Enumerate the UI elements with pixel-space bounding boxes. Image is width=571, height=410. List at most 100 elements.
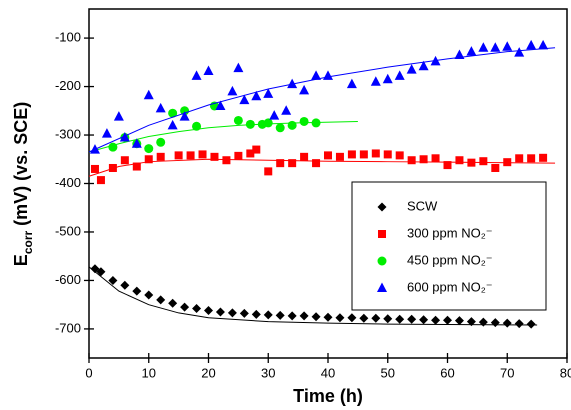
legend-marker xyxy=(377,282,387,292)
legend-marker xyxy=(377,202,387,212)
marker xyxy=(371,149,380,158)
marker xyxy=(395,151,404,160)
marker xyxy=(502,318,512,328)
marker xyxy=(431,154,440,163)
marker xyxy=(359,150,368,159)
marker xyxy=(514,47,525,57)
marker xyxy=(454,316,464,326)
marker xyxy=(466,46,477,56)
marker xyxy=(407,314,417,324)
marker xyxy=(311,118,321,128)
marker xyxy=(478,42,489,52)
marker xyxy=(370,76,381,86)
fit-line xyxy=(88,266,538,326)
marker xyxy=(131,138,142,148)
marker xyxy=(490,42,501,52)
marker xyxy=(300,152,309,161)
marker xyxy=(174,151,183,160)
marker xyxy=(503,158,512,167)
marker xyxy=(246,149,255,158)
marker xyxy=(239,94,250,105)
fit-line xyxy=(88,47,556,153)
marker xyxy=(144,144,154,154)
marker xyxy=(371,313,381,323)
marker xyxy=(96,176,105,185)
y-tick-label: -500 xyxy=(55,223,81,238)
marker xyxy=(287,311,297,321)
y-tick-label: -300 xyxy=(55,126,81,141)
marker xyxy=(186,151,195,160)
marker xyxy=(324,151,332,160)
legend-label: 450 ppm NO₂⁻ xyxy=(407,252,493,267)
marker xyxy=(276,159,285,168)
marker xyxy=(252,145,261,154)
marker xyxy=(156,295,166,305)
marker xyxy=(275,123,285,133)
marker xyxy=(347,313,357,323)
marker xyxy=(263,310,273,320)
marker xyxy=(234,151,243,160)
marker xyxy=(359,313,369,323)
marker xyxy=(335,152,344,161)
marker xyxy=(443,315,452,325)
marker xyxy=(227,85,238,96)
marker xyxy=(491,163,500,172)
y-tick-label: -600 xyxy=(55,272,81,287)
marker xyxy=(407,156,416,165)
marker xyxy=(299,311,309,321)
marker xyxy=(215,307,225,317)
marker xyxy=(245,119,255,129)
marker xyxy=(418,60,429,71)
x-tick-label: 30 xyxy=(261,365,275,380)
marker xyxy=(101,128,112,138)
x-tick-label: 20 xyxy=(201,365,215,380)
marker xyxy=(203,65,214,76)
marker xyxy=(346,78,357,89)
marker xyxy=(281,105,292,115)
x-tick-label: 50 xyxy=(381,365,395,380)
marker xyxy=(120,156,129,165)
marker xyxy=(168,298,178,308)
marker xyxy=(167,119,178,130)
marker xyxy=(288,159,297,168)
marker xyxy=(144,290,154,300)
marker xyxy=(239,308,249,318)
marker xyxy=(466,317,476,327)
marker xyxy=(514,319,524,329)
marker xyxy=(311,312,321,322)
marker xyxy=(275,310,285,320)
marker xyxy=(96,267,106,277)
marker xyxy=(156,152,165,161)
marker xyxy=(347,150,356,159)
legend-marker xyxy=(377,256,387,266)
x-axis-label: Time (h) xyxy=(293,386,363,406)
marker xyxy=(113,111,124,121)
legend-label: 600 ppm NO₂⁻ xyxy=(407,279,493,294)
marker xyxy=(108,142,118,152)
y-tick-label: -100 xyxy=(55,30,81,45)
marker xyxy=(192,304,202,314)
marker xyxy=(233,115,243,125)
marker xyxy=(455,156,464,165)
marker xyxy=(143,89,154,100)
legend-label: 300 ppm NO₂⁻ xyxy=(407,225,493,240)
marker xyxy=(430,55,441,66)
marker xyxy=(527,154,536,163)
marker xyxy=(180,302,190,312)
x-tick-label: 40 xyxy=(321,365,335,380)
marker xyxy=(299,116,309,126)
marker xyxy=(264,167,273,176)
marker xyxy=(287,78,298,89)
marker xyxy=(156,137,166,147)
marker xyxy=(269,110,280,120)
marker xyxy=(323,70,333,80)
x-tick-label: 60 xyxy=(440,365,454,380)
y-label-part: corr xyxy=(21,231,35,255)
x-tick-label: 10 xyxy=(142,365,156,380)
marker xyxy=(222,156,231,165)
marker xyxy=(263,118,273,128)
marker xyxy=(227,308,237,318)
x-tick-label: 70 xyxy=(500,365,514,380)
marker xyxy=(155,102,166,113)
